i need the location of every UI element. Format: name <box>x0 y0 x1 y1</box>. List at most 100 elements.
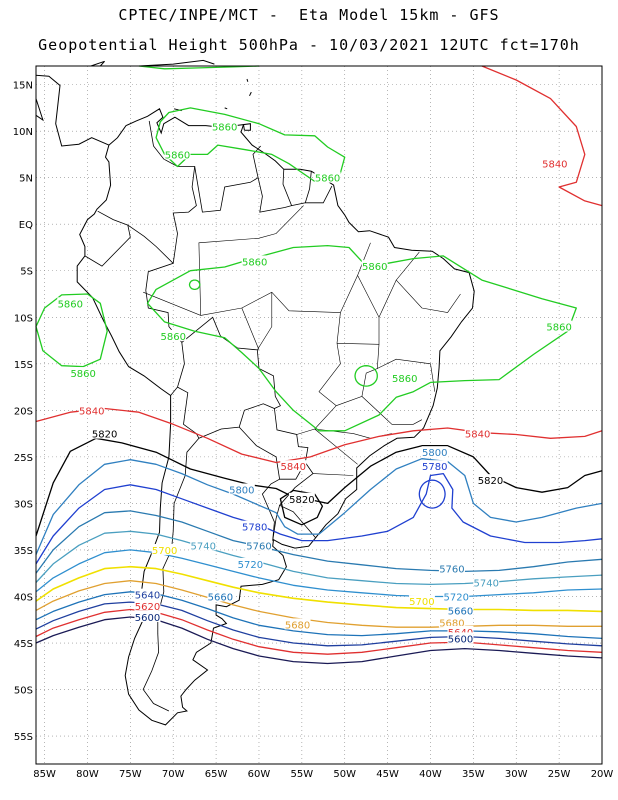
state-border <box>143 242 371 316</box>
contour-label-bg <box>314 171 341 183</box>
country-border <box>194 145 261 213</box>
country-border <box>127 224 185 396</box>
country-border <box>278 462 316 539</box>
contour-label: 5760 <box>439 565 464 576</box>
contour-label: 5660 <box>208 592 233 603</box>
contour-label: 5820 <box>478 476 503 487</box>
contour-5620 <box>35 608 603 655</box>
contour-label: 5780 <box>242 523 267 534</box>
contour-label: 5800 <box>229 485 254 496</box>
contour-label: 5660 <box>448 606 473 617</box>
state-border <box>377 358 436 392</box>
contour-label: 5860 <box>70 369 95 380</box>
contour-label-bg <box>241 255 268 267</box>
contour-label: 5600 <box>448 634 473 645</box>
lat-tick-label: 20S <box>14 406 33 417</box>
lat-tick-label: 10S <box>14 313 33 324</box>
contour-label: 5820 <box>92 430 117 441</box>
contour-label-bg <box>438 562 465 574</box>
contour-label-bg <box>464 427 491 439</box>
contour-label-bg <box>70 367 97 379</box>
contour-label: 5800 <box>422 448 447 459</box>
contour-5780 <box>418 479 446 509</box>
contour-label-bg <box>134 588 161 600</box>
lat-tick-label: 25S <box>14 453 33 464</box>
contour-5760 <box>35 510 603 574</box>
lon-tick-label: 45W <box>376 769 399 780</box>
contour-label: 5860 <box>362 262 387 273</box>
contour-5840 <box>481 65 603 207</box>
contour-label-bg <box>477 474 504 486</box>
contour-label-bg <box>421 460 448 472</box>
country-border <box>177 386 200 439</box>
contour-label-bg <box>228 483 255 495</box>
lat-tick-label: 50S <box>14 686 33 697</box>
contour-5860 <box>188 279 201 291</box>
contour-label: 5820 <box>289 495 314 506</box>
country-border <box>257 169 293 213</box>
state-border <box>257 292 273 351</box>
contour-label: 5620 <box>135 602 160 613</box>
central-america-coastline <box>35 74 110 147</box>
contour-label-bg <box>443 590 470 602</box>
contour-label-bg <box>134 599 161 611</box>
lon-tick-label: 30W <box>505 769 528 780</box>
contour-label-bg <box>241 520 268 532</box>
title-line-2: Geopotential Height 500hPa - 10/03/2021 … <box>38 36 580 54</box>
contour-label-bg <box>237 557 264 569</box>
lon-tick-label: 20W <box>591 769 614 780</box>
state-border <box>198 205 304 316</box>
contour-label-bg <box>78 404 105 416</box>
contour-label-bg <box>447 625 474 637</box>
contour-label-bg <box>160 329 187 341</box>
contour-label: 5840 <box>79 406 104 417</box>
state-border <box>361 396 423 425</box>
contour-label: 5840 <box>465 430 490 441</box>
contour-label-bg <box>447 604 474 616</box>
contour-5840 <box>35 407 603 464</box>
south-america-coastline <box>76 108 475 726</box>
contour-label-bg <box>546 320 573 332</box>
country-border <box>261 478 280 541</box>
contour-label: 5680 <box>439 619 464 630</box>
contour-5860 <box>155 107 346 183</box>
contour-label: 5720 <box>443 592 468 603</box>
contour-label: 5860 <box>58 299 83 310</box>
country-border <box>84 210 131 267</box>
island-coastline <box>138 59 215 67</box>
contour-label-bg <box>473 576 500 588</box>
contour-label-bg <box>245 539 272 551</box>
island-coastline <box>246 78 249 82</box>
contour-lines <box>35 65 603 665</box>
lat-tick-label: 40S <box>14 592 33 603</box>
contour-label-bg <box>361 260 388 272</box>
contour-label-bg <box>447 632 474 644</box>
country-border <box>272 505 280 541</box>
lon-tick-label: 75W <box>119 769 142 780</box>
lon-tick-label: 40W <box>419 769 442 780</box>
lon-tick-label: 60W <box>248 769 271 780</box>
contour-label-bg <box>91 427 118 439</box>
lon-tick-label: 35W <box>462 769 485 780</box>
contour-5780 <box>35 472 603 565</box>
island-coastline <box>242 123 251 131</box>
contour-5640 <box>35 601 603 647</box>
lat-tick-label: 5N <box>19 174 33 185</box>
contour-5600 <box>35 616 603 665</box>
contour-5860 <box>146 244 577 432</box>
country-border <box>181 316 281 439</box>
contour-label-bg <box>421 446 448 458</box>
lat-tick-label: 45S <box>14 639 33 650</box>
lon-tick-label: 50W <box>333 769 356 780</box>
lat-tick-label: 35S <box>14 546 33 557</box>
contour-label: 5860 <box>165 150 190 161</box>
lat-tick-label: 30S <box>14 499 33 510</box>
contour-label-bg <box>438 616 465 628</box>
contour-5720 <box>35 549 603 598</box>
contour-label: 5860 <box>315 174 340 185</box>
axis-labels: 15N 10N 5N EQ 5S 10S 15S 20S 25S 30S 35S 40S 45S 50S 5… <box>13 81 614 780</box>
lon-tick-label: 70W <box>162 769 185 780</box>
contour-label-bg <box>408 595 435 607</box>
contour-label-bg <box>151 543 178 555</box>
state-border <box>336 275 380 345</box>
